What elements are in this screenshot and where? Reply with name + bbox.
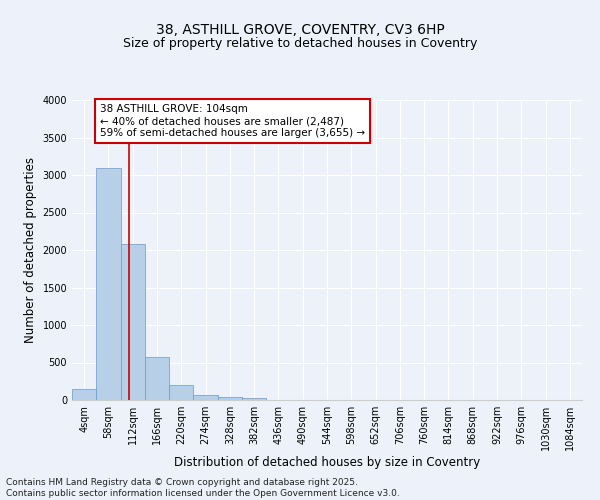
Bar <box>169 385 193 400</box>
Bar <box>218 397 242 400</box>
Y-axis label: Number of detached properties: Number of detached properties <box>24 157 37 343</box>
Text: 38, ASTHILL GROVE, COVENTRY, CV3 6HP: 38, ASTHILL GROVE, COVENTRY, CV3 6HP <box>155 22 445 36</box>
Bar <box>193 395 218 400</box>
Text: Contains HM Land Registry data © Crown copyright and database right 2025.
Contai: Contains HM Land Registry data © Crown c… <box>6 478 400 498</box>
Bar <box>96 168 121 400</box>
Bar <box>72 389 96 400</box>
Bar <box>145 356 169 400</box>
Bar <box>121 244 145 400</box>
Text: 38 ASTHILL GROVE: 104sqm
← 40% of detached houses are smaller (2,487)
59% of sem: 38 ASTHILL GROVE: 104sqm ← 40% of detach… <box>100 104 365 138</box>
Bar <box>242 398 266 400</box>
X-axis label: Distribution of detached houses by size in Coventry: Distribution of detached houses by size … <box>174 456 480 468</box>
Text: Size of property relative to detached houses in Coventry: Size of property relative to detached ho… <box>123 38 477 51</box>
